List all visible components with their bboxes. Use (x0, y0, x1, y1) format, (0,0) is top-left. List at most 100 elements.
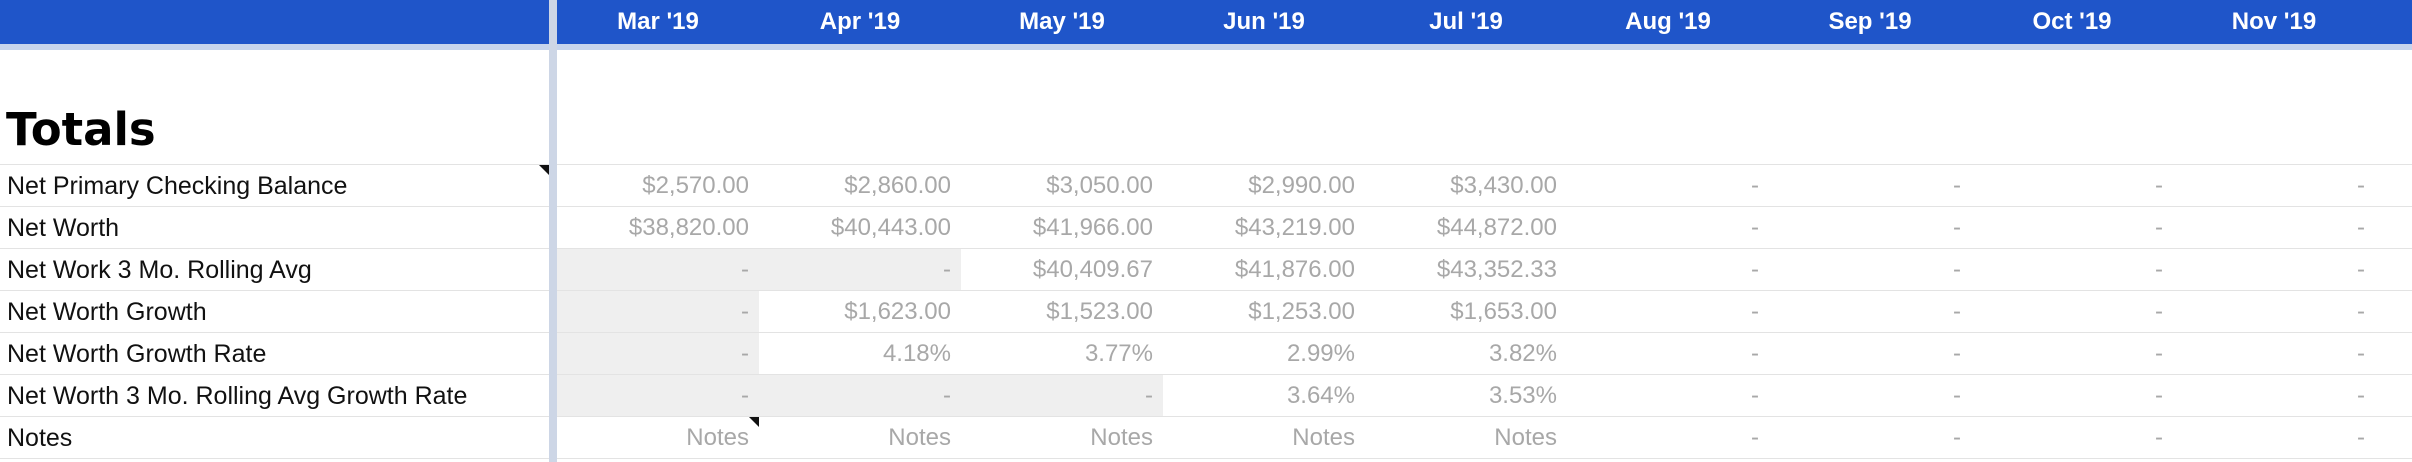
row-divider (0, 290, 2412, 291)
table-cell[interactable]: $2,860.00 (844, 172, 951, 199)
row-label[interactable]: Notes (7, 424, 73, 452)
table-cell[interactable]: - (2155, 298, 2163, 325)
table-cell[interactable]: - (1953, 214, 1961, 241)
table-row: Net Work 3 Mo. Rolling Avg - - $40,409.67 $4… (0, 249, 2412, 291)
month-header[interactable]: May '19 (1019, 8, 1105, 35)
table-cell[interactable]: - (2357, 256, 2365, 283)
table-cell[interactable]: 4.18% (882, 340, 951, 367)
table-cell[interactable]: $41,966.00 (1032, 214, 1153, 241)
table-cell[interactable]: $2,570.00 (642, 172, 749, 199)
table-row: Notes Notes Notes Notes Notes Notes - - - - (0, 417, 2412, 459)
table-cell[interactable]: 3.64% (1286, 382, 1355, 409)
table-cell[interactable]: - (2155, 340, 2163, 367)
table-cell[interactable]: - (1751, 214, 1759, 241)
table-cell[interactable]: $40,409.67 (1032, 256, 1153, 283)
table-cell[interactable]: $1,253.00 (1248, 298, 1355, 325)
table-cell[interactable]: $1,653.00 (1450, 298, 1557, 325)
table-cell[interactable]: - (2155, 214, 2163, 241)
table-cell[interactable]: - (1953, 424, 1961, 451)
table-cell[interactable]: - (557, 291, 759, 332)
row-label[interactable]: Net Primary Checking Balance (7, 172, 348, 200)
month-header[interactable]: Apr '19 (819, 8, 901, 35)
month-header[interactable]: Oct '19 (2032, 8, 2112, 35)
table-cell[interactable]: - (2155, 424, 2163, 451)
row-divider (0, 248, 2412, 249)
table-cell[interactable]: Notes (686, 424, 749, 451)
table-cell[interactable]: Notes (1090, 424, 1153, 451)
table-cell[interactable]: - (2357, 298, 2365, 325)
table-cell[interactable]: $44,872.00 (1436, 214, 1557, 241)
comment-indicator-icon[interactable] (749, 417, 759, 427)
table-cell[interactable]: - (557, 249, 759, 290)
table-cell[interactable]: $1,523.00 (1046, 298, 1153, 325)
table-cell[interactable]: - (759, 375, 961, 416)
table-cell[interactable]: - (2357, 382, 2365, 409)
table-row: Net Primary Checking Balance $2,570.00 $2,… (0, 165, 2412, 207)
table-cell[interactable]: 2.99% (1286, 340, 1355, 367)
table-cell[interactable]: - (1953, 298, 1961, 325)
frozen-column-divider[interactable] (549, 0, 557, 462)
table-cell[interactable]: - (557, 375, 759, 416)
table-row: Net Worth 3 Mo. Rolling Avg Growth Rate -… (0, 375, 2412, 417)
table-row: Net Worth Growth Rate - 4.18% 3.77% 2.99% 3.8… (0, 333, 2412, 375)
month-header[interactable]: Aug '19 (1625, 8, 1711, 35)
row-label[interactable]: Net Worth (7, 214, 120, 242)
table-cell[interactable]: $38,820.00 (628, 214, 749, 241)
table-row: Net Worth Growth - $1,623.00 $1,523.00 $1,25… (0, 291, 2412, 333)
row-divider (0, 164, 2412, 165)
table-cell[interactable]: - (2357, 424, 2365, 451)
table-row: Net Worth $38,820.00 $40,443.00 $41,966.00 $… (0, 207, 2412, 249)
table-cell[interactable]: $43,352.33 (1436, 256, 1557, 283)
row-label[interactable]: Net Worth 3 Mo. Rolling Avg Growth Rate (7, 382, 468, 410)
table-cell[interactable]: $43,219.00 (1234, 214, 1355, 241)
row-label[interactable]: Net Worth Growth (7, 298, 207, 326)
row-divider (0, 332, 2412, 333)
table-cell[interactable]: 3.82% (1488, 340, 1557, 367)
table-cell[interactable]: - (2357, 340, 2365, 367)
table-cell[interactable]: - (1953, 382, 1961, 409)
table-cell[interactable]: 3.53% (1488, 382, 1557, 409)
row-divider (0, 206, 2412, 207)
table-cell[interactable]: Notes (1494, 424, 1557, 451)
month-header[interactable]: Jun '19 (1223, 8, 1305, 35)
header-underline (0, 44, 2412, 50)
table-cell[interactable]: - (1751, 256, 1759, 283)
row-label[interactable]: Net Worth Growth Rate (7, 340, 267, 368)
table-cell[interactable]: $41,876.00 (1234, 256, 1355, 283)
table-cell[interactable]: - (2357, 214, 2365, 241)
table-cell[interactable]: - (961, 375, 1163, 416)
table-cell[interactable]: $1,623.00 (844, 298, 951, 325)
table-cell[interactable]: - (1953, 340, 1961, 367)
month-header[interactable]: Mar '19 (617, 8, 699, 35)
table-cell[interactable]: - (1751, 382, 1759, 409)
table-cell[interactable]: - (1751, 298, 1759, 325)
month-header[interactable]: Jul '19 (1429, 8, 1503, 35)
table-cell[interactable]: - (2155, 382, 2163, 409)
section-title: Totals (6, 103, 156, 156)
table-cell[interactable]: - (1953, 256, 1961, 283)
table-cell[interactable]: 3.77% (1084, 340, 1153, 367)
table-cell[interactable]: - (1751, 340, 1759, 367)
month-header[interactable]: Nov '19 (2231, 8, 2317, 35)
column-header-bar (0, 0, 2412, 44)
table-cell[interactable]: - (557, 333, 759, 374)
table-cell[interactable]: - (2357, 172, 2365, 199)
row-divider (0, 416, 2412, 417)
table-cell[interactable]: - (759, 249, 961, 290)
table-cell[interactable]: - (1751, 172, 1759, 199)
table-cell[interactable]: Notes (1292, 424, 1355, 451)
table-cell[interactable]: - (2155, 172, 2163, 199)
table-cell[interactable]: - (2155, 256, 2163, 283)
table-cell[interactable]: $40,443.00 (830, 214, 951, 241)
table-cell[interactable]: $3,050.00 (1046, 172, 1153, 199)
row-label[interactable]: Net Work 3 Mo. Rolling Avg (7, 256, 312, 284)
table-cell[interactable]: - (1751, 424, 1759, 451)
table-cell[interactable]: $3,430.00 (1450, 172, 1557, 199)
table-cell[interactable]: - (1953, 172, 1961, 199)
month-header[interactable]: Sep '19 (1828, 8, 1912, 35)
comment-indicator-icon[interactable] (539, 165, 549, 175)
table-cell[interactable]: Notes (888, 424, 951, 451)
row-divider (0, 374, 2412, 375)
table-cell[interactable]: $2,990.00 (1248, 172, 1355, 199)
